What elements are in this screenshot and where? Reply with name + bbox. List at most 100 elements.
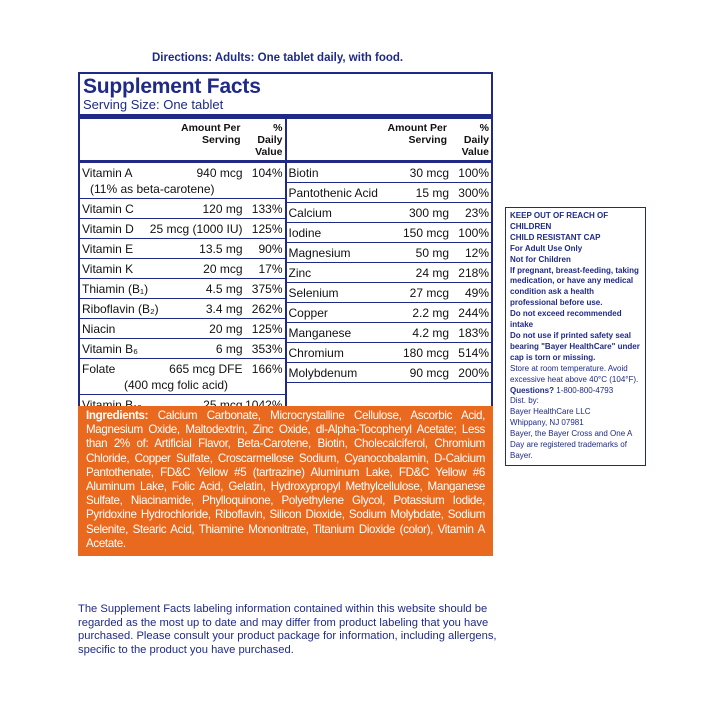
nutrient-name: Thiamin (B₁) — [82, 282, 149, 296]
nutrient-name: Biotin — [288, 166, 319, 180]
warning-line: For Adult Use Only — [510, 244, 641, 255]
dv-header: % Daily Value — [461, 122, 489, 158]
nutrient-row: Selenium 27 mcg 49% — [286, 283, 491, 303]
nutrient-amount: 120 mg — [202, 202, 243, 216]
nutrient-name: Copper — [288, 306, 328, 320]
nutrient-name: Iodine — [288, 226, 322, 240]
dv-header: % Daily Value — [255, 122, 283, 158]
nutrient-amount: 15 mg — [415, 186, 449, 200]
nutrient-row: Riboflavin (B₂) 3.4 mg 262% — [80, 299, 285, 319]
nutrient-name: Folate — [82, 362, 116, 376]
nutrient-dv: 12% — [464, 246, 489, 260]
row-main: Vitamin A 940 mcg 104% — [82, 165, 283, 181]
nutrient-amount: 90 mcg — [409, 366, 449, 380]
warning-line: Bayer, the Bayer Cross and One A Day are… — [510, 429, 641, 462]
nutrient-note: (11% as beta-carotene) — [90, 182, 215, 196]
nutrient-row: Vitamin E 13.5 mg 90% — [80, 239, 285, 259]
row-main: Copper 2.2 mg 244% — [289, 305, 490, 321]
warning-text: Do not exceed recommended intake — [510, 309, 622, 330]
warning-text: For Adult Use Only — [510, 243, 583, 253]
nutrient-dv: 133% — [251, 202, 283, 216]
nutrient-name: Vitamin B₆ — [82, 342, 138, 356]
nutrient-row: Vitamin A 940 mcg 104% (11% as beta-caroten… — [80, 163, 285, 199]
nutrient-amount: 150 mcg — [402, 226, 449, 240]
serving-size: Serving Size: One tablet — [83, 97, 224, 112]
nutrient-name: Vitamin D — [82, 222, 134, 236]
warning-line: Not for Children — [510, 255, 641, 266]
nutrient-dv: 183% — [458, 326, 489, 340]
row-main: Vitamin E 13.5 mg 90% — [82, 241, 283, 257]
nutrient-name: Molybdenum — [288, 366, 358, 380]
nutrient-name: Manganese — [288, 326, 352, 340]
nutrient-dv: 166% — [251, 362, 283, 376]
row-main: Iodine 150 mcg 100% — [289, 225, 490, 241]
warning-text: KEEP OUT OF REACH OF CHILDREN — [510, 211, 609, 231]
facts-title: Supplement Facts — [83, 75, 261, 98]
nutrient-amount: 300 mg — [408, 206, 449, 220]
facts-column: Amount Per Serving % Daily Value Biotin 30 … — [284, 119, 491, 415]
facts-column: Amount Per Serving % Daily Value Vitamin A… — [80, 119, 285, 415]
nutrient-row: Chromium 180 mcg 514% — [286, 343, 491, 363]
divider — [80, 114, 491, 119]
nutrient-row: Magnesium 50 mg 12% — [286, 243, 491, 263]
nutrient-row: Zinc 24 mg 218% — [286, 263, 491, 283]
amount-header: Amount Per Serving — [387, 122, 447, 146]
row-main: Manganese 4.2 mg 183% — [289, 325, 490, 341]
row-main: Vitamin C 120 mg 133% — [82, 201, 283, 217]
warning-label: Questions? — [510, 385, 555, 395]
row-main: Niacin 20 mg 125% — [82, 321, 283, 337]
nutrient-dv: 100% — [458, 166, 489, 180]
nutrient-dv: 218% — [458, 266, 489, 280]
nutrient-row: Copper 2.2 mg 244% — [286, 303, 491, 323]
nutrient-amount: 2.2 mg — [412, 306, 449, 320]
warning-text: CHILD RESISTANT CAP — [510, 232, 601, 242]
nutrient-name: Vitamin K — [82, 262, 134, 276]
facts-columns: Amount Per Serving % Daily Value Vitamin A… — [80, 119, 491, 415]
nutrient-amount: 25 mcg (1000 IU) — [149, 222, 243, 236]
warning-line: Do not exceed recommended intake — [510, 309, 641, 331]
nutrient-dv: 125% — [251, 222, 283, 236]
ingredients: Ingredients: Calcium Carbonate, Microcry… — [78, 406, 493, 557]
nutrient-name: Vitamin E — [82, 242, 134, 256]
nutrient-name: Vitamin A — [82, 166, 133, 180]
nutrient-name: Selenium — [288, 286, 339, 300]
nutrient-row: Calcium 300 mg 23% — [286, 203, 491, 223]
row-main: Thiamin (B₁) 4.5 mg 375% — [82, 281, 283, 297]
nutrient-name: Zinc — [288, 266, 312, 280]
warning-line: CHILD RESISTANT CAP — [510, 233, 641, 244]
row-main: Folate 665 mcg DFE 166% — [82, 361, 283, 377]
row-main: Vitamin K 20 mcg 17% — [82, 261, 283, 277]
nutrient-dv: 200% — [458, 366, 489, 380]
nutrient-dv: 90% — [258, 242, 283, 256]
nutrient-amount: 665 mcg DFE — [169, 362, 243, 376]
warning-text: Whippany, NJ 07981 — [510, 418, 584, 428]
disclaimer: The Supplement Facts labeling informatio… — [78, 603, 497, 656]
nutrient-amount: 20 mg — [209, 322, 243, 336]
nutrient-amount: 30 mcg — [409, 166, 449, 180]
nutrient-name: Riboflavin (B₂) — [82, 302, 159, 316]
nutrient-amount: 4.2 mg — [412, 326, 449, 340]
nutrient-amount: 50 mg — [415, 246, 449, 260]
warning-text: 1-800-800-4793 — [556, 385, 614, 395]
warning-line: Do not use if printed safety seal bearin… — [510, 331, 641, 364]
warning-text: Bayer, the Bayer Cross and One A Day are… — [510, 429, 632, 460]
row-main: Molybdenum 90 mcg 200% — [289, 365, 490, 381]
nutrient-dv: 244% — [458, 306, 489, 320]
nutrient-amount: 20 mcg — [203, 262, 243, 276]
nutrient-name: Chromium — [288, 346, 344, 360]
nutrient-name: Niacin — [82, 322, 116, 336]
warning-text: Dist. by: — [510, 396, 539, 406]
nutrient-dv: 514% — [458, 346, 489, 360]
row-main: Vitamin B₆ 6 mg 353% — [82, 341, 283, 357]
warning-text: Do not use if printed safety seal bearin… — [510, 330, 640, 362]
warning-text: If pregnant, breast-feeding, taking medi… — [510, 265, 639, 308]
nutrient-amount: 3.4 mg — [205, 302, 243, 316]
warnings: KEEP OUT OF REACH OF CHILDREN CHILD RESIS… — [505, 207, 646, 466]
warning-line: Bayer HealthCare LLC — [510, 407, 641, 418]
nutrient-dv: 23% — [464, 206, 489, 220]
warning-line: Dist. by: — [510, 396, 641, 407]
nutrient-row: Vitamin K 20 mcg 17% — [80, 259, 285, 279]
row-main: Magnesium 50 mg 12% — [289, 245, 490, 261]
